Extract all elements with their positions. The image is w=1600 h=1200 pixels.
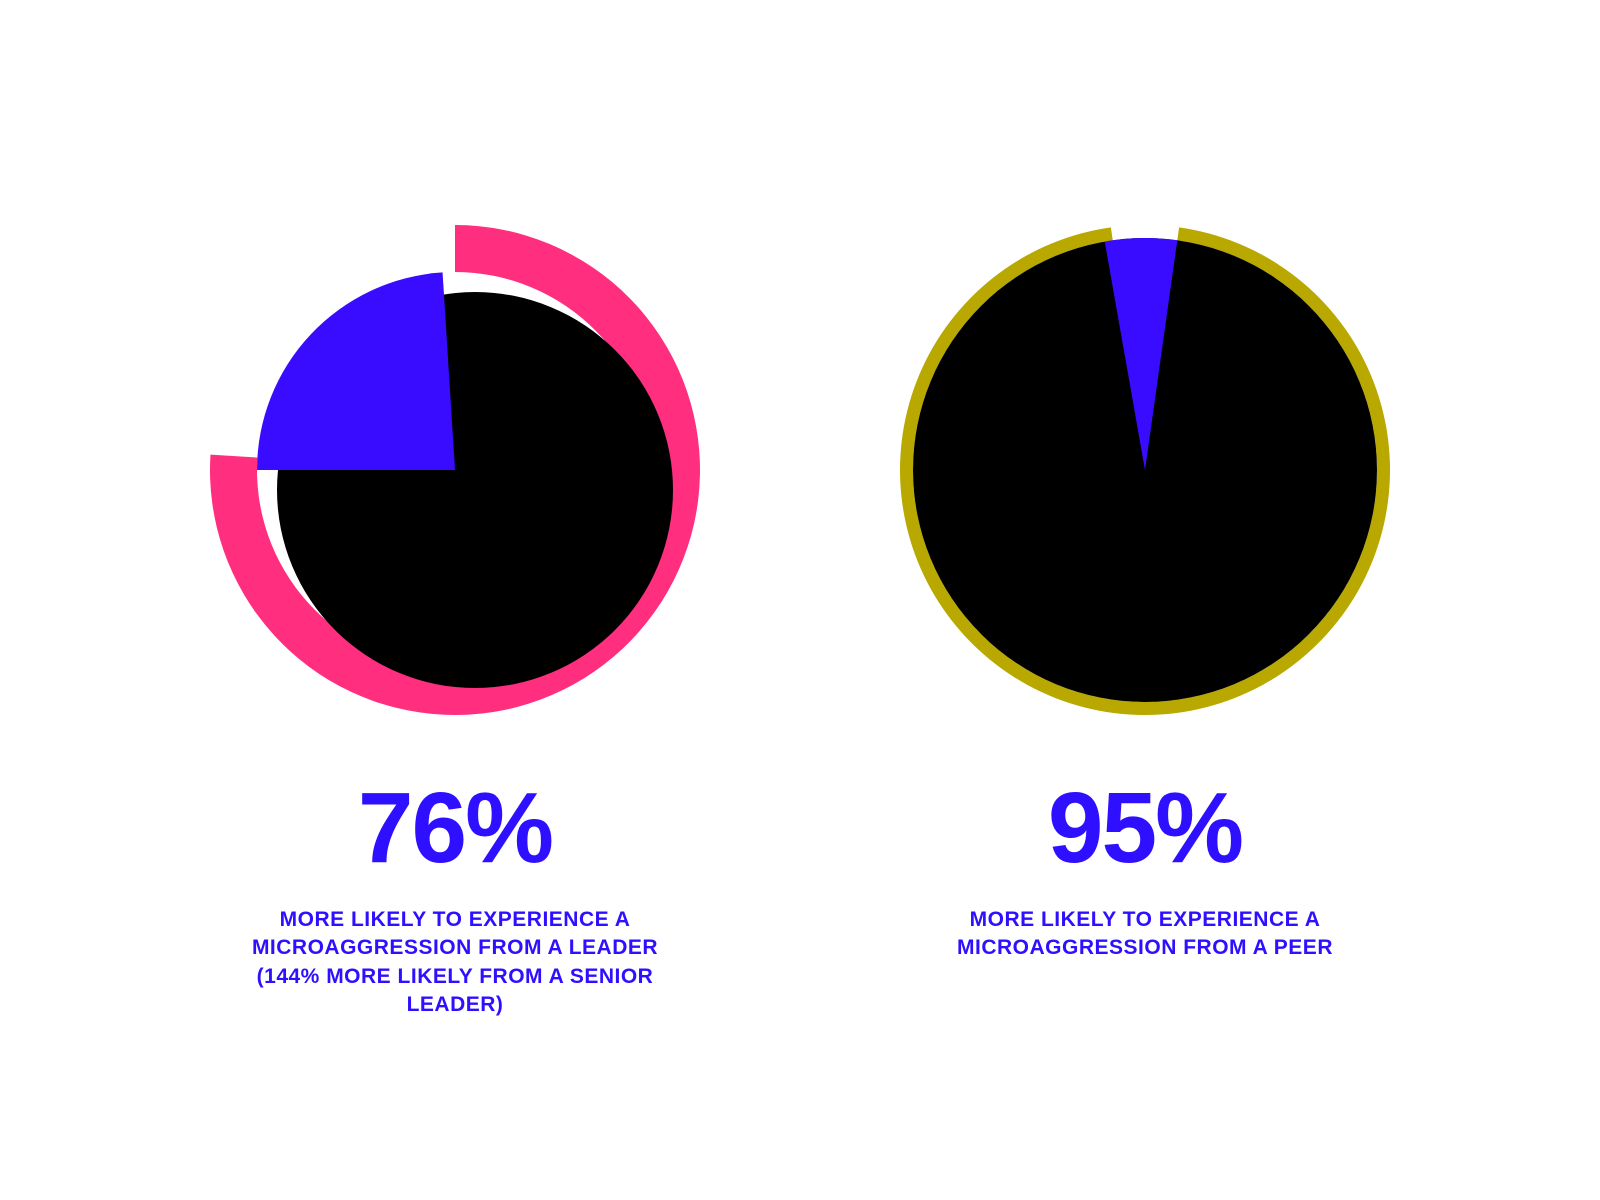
pie-chart-peer — [885, 210, 1405, 730]
stat-leader-percent: 76% — [358, 778, 552, 878]
stat-peer-percent: 95% — [1048, 778, 1242, 878]
pie-chart-leader — [195, 210, 715, 730]
stat-leader-caption: MORE LIKELY TO EXPERIENCE A MICROAGGRESS… — [235, 906, 675, 1019]
stat-peer: 95% MORE LIKELY TO EXPERIENCE A MICROAGG… — [885, 210, 1405, 963]
pie-svg-peer — [885, 210, 1405, 730]
pie-svg-leader — [195, 210, 715, 730]
infographic-stage: 76% MORE LIKELY TO EXPERIENCE A MICROAGG… — [0, 0, 1600, 1200]
stat-peer-caption: MORE LIKELY TO EXPERIENCE A MICROAGGRESS… — [925, 906, 1365, 963]
stat-leader: 76% MORE LIKELY TO EXPERIENCE A MICROAGG… — [195, 210, 715, 1019]
